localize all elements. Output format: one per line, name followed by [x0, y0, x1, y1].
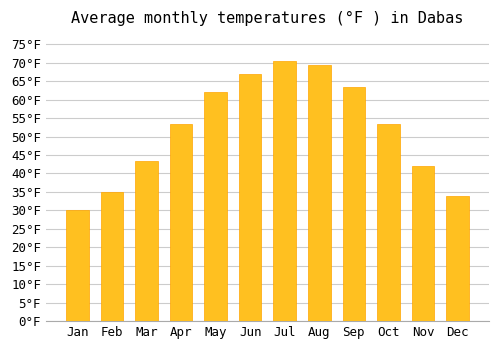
- Bar: [446, 196, 469, 321]
- Bar: [308, 65, 330, 321]
- Bar: [66, 210, 88, 321]
- Bar: [274, 61, 296, 321]
- Bar: [342, 87, 365, 321]
- Title: Average monthly temperatures (°F ) in Dabas: Average monthly temperatures (°F ) in Da…: [71, 11, 464, 26]
- Bar: [412, 166, 434, 321]
- Bar: [135, 161, 158, 321]
- Bar: [100, 192, 123, 321]
- Bar: [239, 74, 262, 321]
- Bar: [377, 124, 400, 321]
- Bar: [204, 92, 227, 321]
- Bar: [170, 124, 192, 321]
